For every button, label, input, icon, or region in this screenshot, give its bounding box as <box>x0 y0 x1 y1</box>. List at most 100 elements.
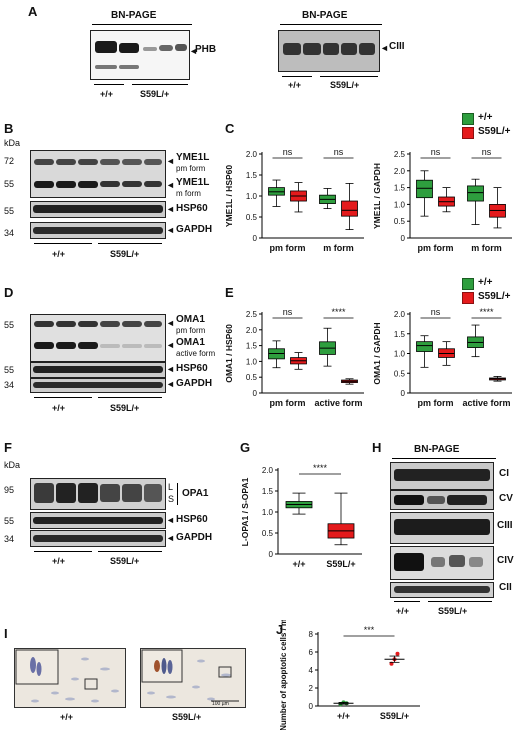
active-form-label: active form <box>176 349 216 358</box>
panel-label-h: H <box>372 440 382 455</box>
mw-marker: 55 <box>4 516 15 526</box>
lane-bar <box>34 243 92 244</box>
y-tick-label: 0 <box>309 702 314 711</box>
y-tick-label: 0 <box>401 234 406 243</box>
lane-bar <box>98 397 162 398</box>
mut-label: S59L/+ <box>110 403 140 413</box>
lane-bar <box>94 84 124 85</box>
arrow-icon: ◄ <box>166 515 175 525</box>
mut-label: S59L/+ <box>330 80 360 90</box>
pm-form-label: pm form <box>176 164 206 173</box>
gapdh-blot <box>30 222 166 239</box>
y-tick-label: 0 <box>269 550 274 559</box>
bracket <box>177 483 178 505</box>
significance-label: **** <box>479 307 494 317</box>
gapdh-label: GAPDH <box>176 224 213 235</box>
y-tick-label: 2.5 <box>246 310 258 319</box>
chart-c-left: 0 0.5 1.0 1.5 2.0 YME1L / HSP60 pm form ns m for… <box>224 147 364 253</box>
arrow-icon: ◄ <box>166 364 175 374</box>
y-tick-label: 4 <box>309 666 314 675</box>
y-tick-label: 2.0 <box>246 150 258 159</box>
box <box>416 341 433 352</box>
wt-label: +/+ <box>52 556 66 566</box>
mw-marker: 55 <box>4 206 15 216</box>
gapdh-label: GAPDH <box>176 378 213 389</box>
y-tick-label: 1.0 <box>394 200 406 209</box>
lane-bar <box>34 397 92 398</box>
y-axis-label: Number of apoptotic cells / mm² <box>279 620 288 730</box>
x-tick-label: m form <box>471 243 502 253</box>
y-tick-label: 8 <box>309 630 314 639</box>
panel-label-i: I <box>4 626 8 641</box>
y-tick-label: 2.0 <box>246 326 258 335</box>
significance-label: ns <box>431 147 441 157</box>
gapdh-blot <box>30 530 166 547</box>
legend-swatch-mut <box>462 292 474 304</box>
y-axis-label: OMA1 / GAPDH <box>372 322 382 384</box>
box <box>416 179 433 199</box>
kda-label: kDa <box>4 460 21 470</box>
y-tick-label: 1.0 <box>246 192 258 201</box>
ci-blot <box>390 462 494 490</box>
x-tick-label: pm form <box>270 243 306 253</box>
y-axis-label: OMA1 / HSP60 <box>224 324 234 383</box>
yme1l-m-label: YME1L <box>176 177 210 188</box>
x-tick-label: pm form <box>270 398 306 408</box>
y-tick-label: 1.0 <box>394 350 406 359</box>
bn-page-title-left: BN-PAGE <box>111 10 157 21</box>
m-form-label: m form <box>176 189 201 198</box>
x-tick-label: active form <box>462 398 510 408</box>
lane-bar <box>98 551 162 552</box>
yme1l-pm-label: YME1L <box>176 152 210 163</box>
y-axis-label: YME1L / HSP60 <box>224 165 234 227</box>
mw-marker: 55 <box>4 179 15 189</box>
hsp60-blot <box>30 201 166 218</box>
oma1-blot <box>30 314 166 362</box>
mw-marker: 34 <box>4 534 15 544</box>
pm-form-label: pm form <box>176 326 206 335</box>
title-underline-left <box>92 24 192 25</box>
ciii-blot <box>390 512 494 544</box>
y-axis-label: YME1L / GAPDH <box>372 163 382 229</box>
y-tick-label: 1.5 <box>246 342 258 351</box>
phb-blot <box>90 30 190 80</box>
mut-label: S59L/+ <box>172 712 202 722</box>
box <box>467 185 484 202</box>
opa1-blot <box>30 478 166 510</box>
panel-label-c: C <box>225 121 235 136</box>
y-tick-label: 0 <box>253 234 258 243</box>
y-tick-label: 2.0 <box>394 310 406 319</box>
legend-label-mut: S59L/+ <box>478 126 511 137</box>
chart-e-right: 0 0.5 1.0 1.5 2.0 OMA1 / GAPDH pm form ns active… <box>372 307 512 408</box>
significance-label: ns <box>431 307 441 317</box>
hsp60-label: HSP60 <box>176 514 208 525</box>
legend-label-mut: S59L/+ <box>478 291 511 302</box>
mw-marker: 34 <box>4 380 15 390</box>
title-underline-right <box>280 24 382 25</box>
opa1-label: OPA1 <box>182 488 209 499</box>
cv-label: CV <box>499 493 513 504</box>
legend-swatch-mut <box>462 127 474 139</box>
ci-label: CI <box>499 468 509 479</box>
arrow-icon: ◄ <box>166 204 175 214</box>
legend-label-wt: +/+ <box>478 277 493 288</box>
y-tick-label: 1.0 <box>262 508 274 517</box>
arrow-icon: ◄ <box>189 46 198 56</box>
lane-bar <box>282 76 312 77</box>
y-tick-label: 0 <box>253 389 258 398</box>
kda-label: kDa <box>4 138 21 148</box>
y-tick-label: 0 <box>401 389 406 398</box>
y-tick-label: 0.5 <box>246 213 258 222</box>
opa1-s-label: S <box>168 494 175 504</box>
x-tick-label: S59L/+ <box>380 711 409 721</box>
bn-page-title-right: BN-PAGE <box>302 10 348 21</box>
y-tick-label: 2.5 <box>394 150 406 159</box>
mut-label: S59L/+ <box>438 606 468 616</box>
cv-blot <box>390 490 494 510</box>
mw-marker: 34 <box>4 228 15 238</box>
y-tick-label: 2 <box>309 684 314 693</box>
significance-label: *** <box>364 625 375 635</box>
gapdh-blot <box>30 378 166 393</box>
mw-marker: 95 <box>4 485 15 495</box>
lane-bar <box>428 601 492 602</box>
